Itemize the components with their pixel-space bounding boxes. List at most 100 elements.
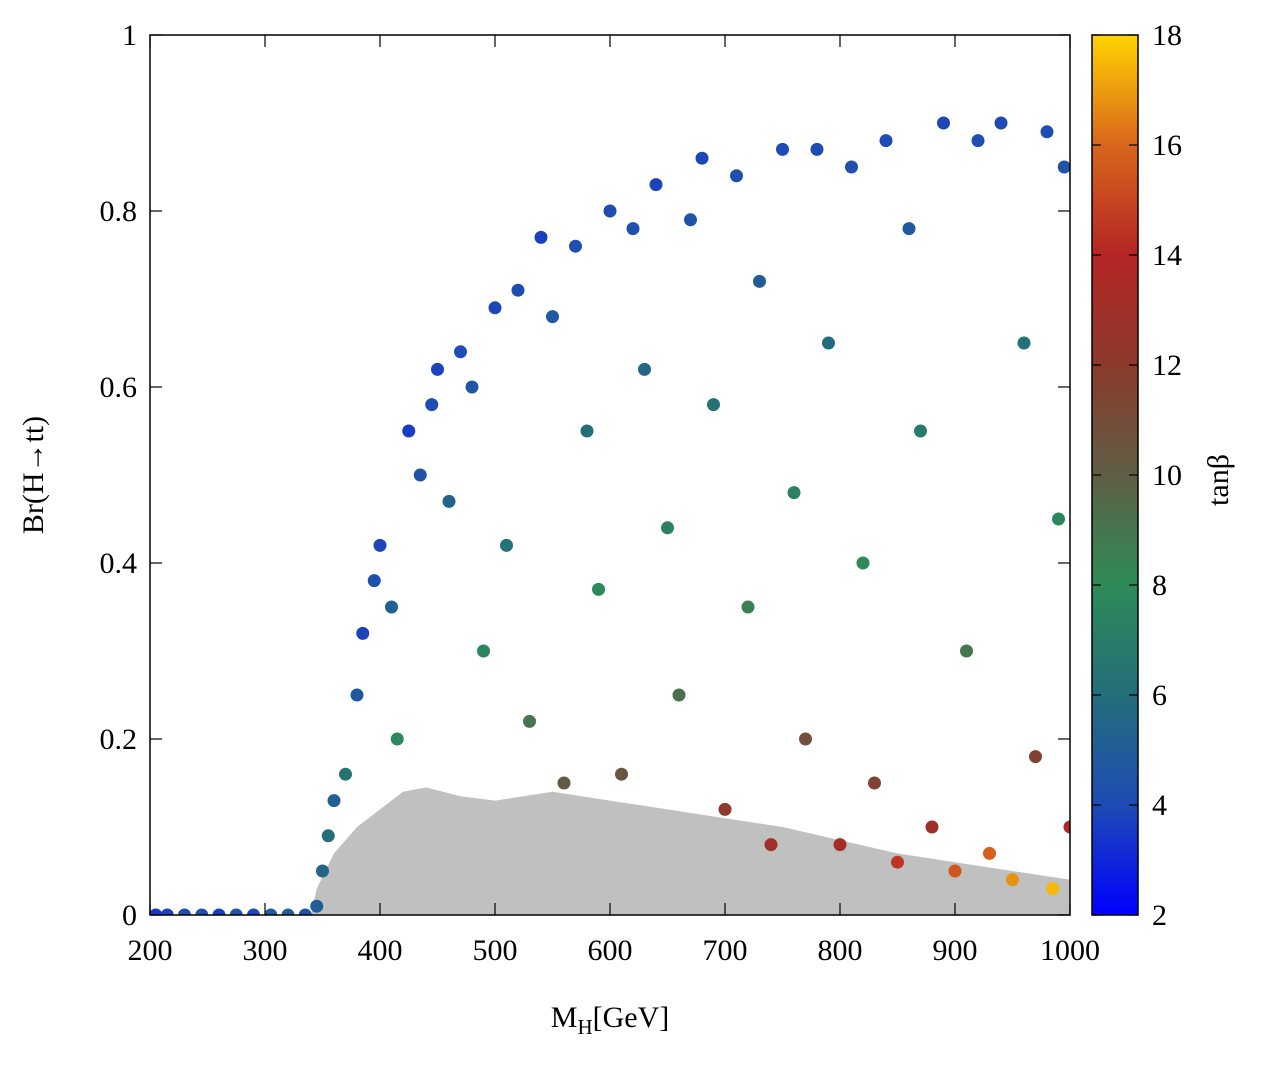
scatter-point: [1017, 336, 1031, 350]
colorbar-tick-label: 16: [1152, 129, 1182, 162]
scatter-point: [925, 820, 939, 834]
colorbar-tick-label: 2: [1152, 899, 1167, 932]
scatter-point: [879, 134, 893, 148]
colorbar: 2 4 6 8 10 12 14 16 18 tanβ: [1091, 19, 1235, 932]
scatter-point: [316, 864, 329, 878]
scatter-point: [914, 424, 927, 438]
colorbar-tick-label: 6: [1152, 679, 1167, 712]
scatter-point: [413, 468, 427, 482]
scatter-point: [615, 767, 628, 781]
y-tick-label: 0.4: [100, 547, 138, 580]
scatter-point: [229, 908, 243, 915]
scatter-point: [649, 178, 663, 192]
scatter-point: [1046, 882, 1060, 896]
scatter-point: [402, 424, 416, 438]
scatter-point: [546, 310, 559, 324]
excluded-region: [311, 787, 1070, 915]
scatter-point: [787, 486, 801, 500]
scatter-point: [1052, 512, 1065, 526]
scatter-point: [431, 362, 444, 376]
y-tick-label: 0.6: [100, 371, 138, 404]
x-tick-label: 600: [588, 934, 633, 967]
colorbar-ticks: 2 4 6 8 10 12 14 16 18: [1092, 19, 1182, 932]
x-tick-label: 1000: [1040, 934, 1100, 967]
scatter-point: [367, 574, 381, 588]
scatter-point: [960, 644, 973, 658]
colorbar-tick-label: 14: [1152, 239, 1182, 272]
scatter-point: [178, 908, 191, 915]
scatter-point: [569, 239, 582, 253]
scatter-point: [856, 556, 870, 570]
scatter-point: [948, 864, 962, 878]
x-tick-label: 700: [703, 934, 748, 967]
scatter-point: [684, 213, 697, 227]
scatter-point: [160, 908, 174, 915]
scatter-point: [321, 829, 335, 843]
scatter-point: [195, 908, 209, 915]
scatter-point: [488, 301, 502, 315]
scatter-point: [465, 380, 479, 394]
scatter-point: [212, 908, 226, 915]
x-tick-label: 800: [818, 934, 863, 967]
scatter-point: [799, 732, 812, 746]
x-tick-label: 300: [243, 934, 288, 967]
scatter-point: [442, 494, 456, 508]
scatter-points: [321, 116, 1070, 843]
x-axis-label: MH[GeV]: [551, 1001, 670, 1039]
scatter-point: [638, 362, 651, 376]
scatter-point: [1057, 160, 1070, 174]
scatter-point: [310, 899, 324, 913]
scatter-point: [603, 204, 617, 218]
colorbar-tick-label: 4: [1152, 789, 1167, 822]
scatter-point: [707, 398, 720, 412]
plot-area: [150, 116, 1070, 915]
y-tick-label: 0.2: [100, 723, 138, 756]
colorbar-tick-label: 10: [1152, 459, 1182, 492]
scatter-point: [1029, 750, 1042, 764]
scatter-point: [661, 521, 674, 535]
scatter-point: [868, 776, 881, 790]
scatter-point: [776, 142, 789, 156]
x-tick-label: 500: [473, 934, 518, 967]
scatter-point: [523, 714, 536, 728]
scatter-point: [390, 732, 404, 746]
scatter-point: [730, 169, 743, 183]
scatter-point: [994, 116, 1008, 130]
scatter-point: [350, 688, 364, 702]
scatter-point: [150, 908, 163, 915]
scatter-point: [1006, 873, 1019, 887]
scatter-point: [741, 600, 755, 614]
x-tick-label: 900: [933, 934, 978, 967]
scatter-point: [425, 398, 439, 412]
scatter-point: [580, 424, 594, 438]
y-tick-label: 1: [122, 19, 137, 52]
y-axis-label: Br(H→tt): [17, 416, 50, 534]
scatter-point: [1040, 125, 1054, 139]
scatter-point: [557, 776, 571, 790]
scatter-point: [511, 283, 525, 297]
scatter-point: [764, 838, 778, 852]
scatter-point: [695, 151, 709, 165]
colorbar-label: tanβ: [1202, 454, 1235, 506]
scatter-point: [833, 838, 847, 852]
scatter-point: [891, 855, 904, 869]
scatter-point: [373, 538, 387, 552]
scatter-point: [534, 230, 548, 244]
plot-frame: [149, 34, 1071, 916]
colorbar-tick-label: 18: [1152, 19, 1182, 52]
y-tick-label: 0: [122, 899, 137, 932]
scatter-point: [626, 222, 640, 236]
scatter-point: [500, 538, 513, 552]
scatter-point: [902, 222, 916, 236]
scatter-points-low: [150, 776, 1060, 915]
scatter-point: [281, 908, 295, 915]
scatter-point: [385, 600, 398, 614]
scatter-point: [822, 336, 835, 350]
scatter-point: [356, 626, 370, 640]
y-axis: 0 0.2 0.4 0.6 0.8 1: [100, 19, 1070, 932]
scatter-point: [718, 802, 732, 816]
y-tick-label: 0.8: [100, 195, 138, 228]
scatter-point: [753, 274, 766, 288]
scatter-point: [983, 846, 996, 860]
